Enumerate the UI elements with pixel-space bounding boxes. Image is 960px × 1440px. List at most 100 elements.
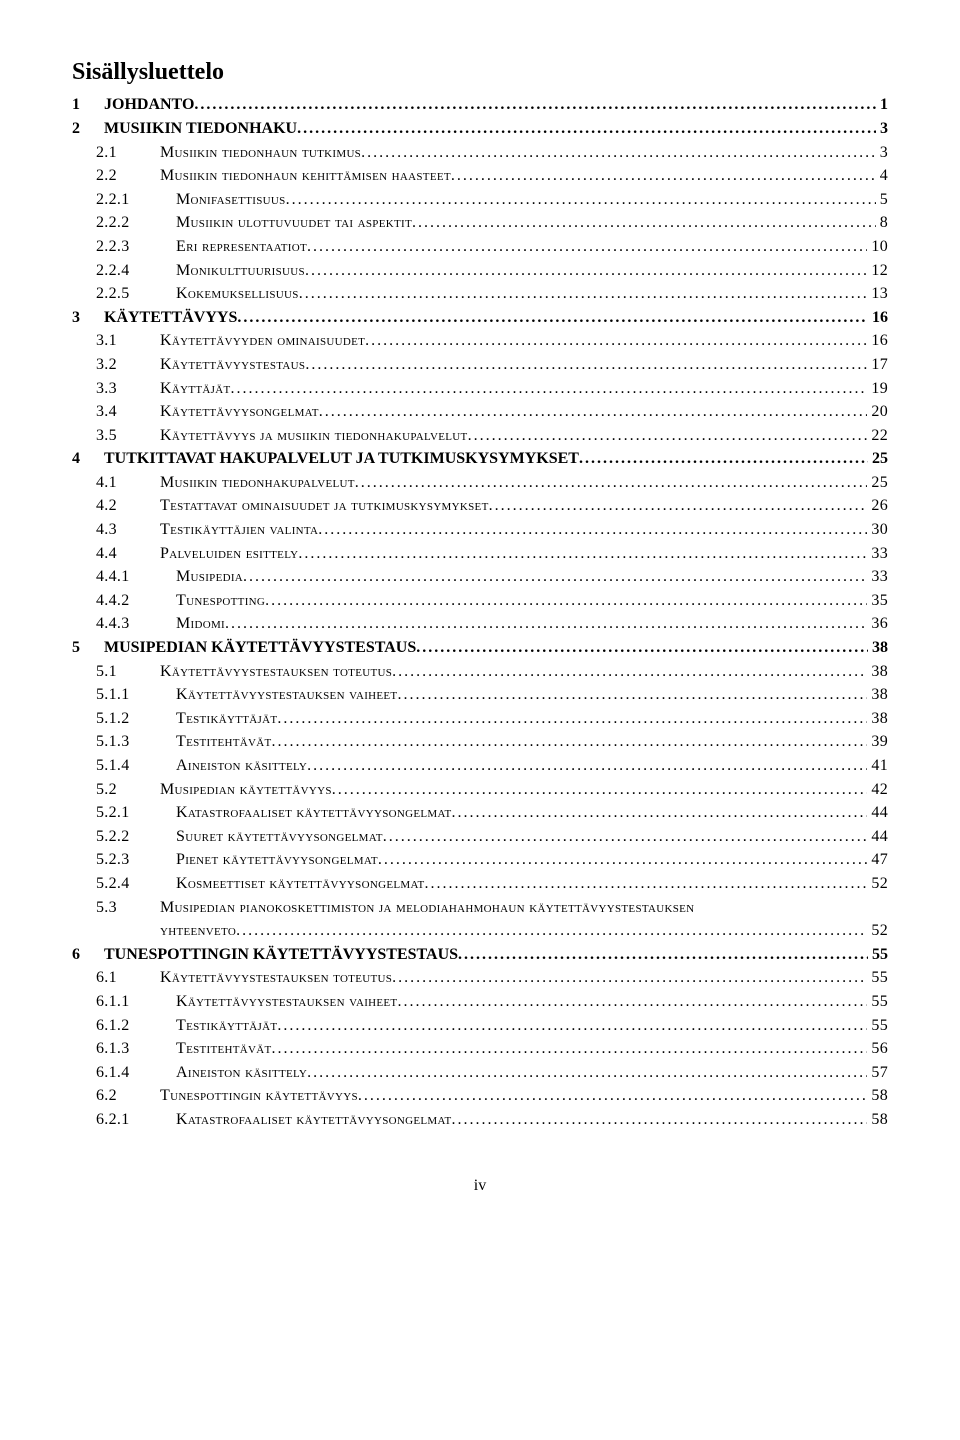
toc-number: 6.2 (72, 1085, 160, 1107)
toc-label: Testitehtävät (176, 731, 272, 753)
toc-leader-dots (332, 779, 868, 801)
toc-number: 2.2.2 (72, 212, 176, 234)
toc-number: 4.4 (72, 543, 160, 565)
toc-number: 5.2 (72, 779, 160, 801)
toc-entry: 6.2.1Katastrofaaliset käytettävyysongelm… (72, 1109, 888, 1131)
toc-entry: 5.1Käytettävyystestauksen toteutus38 (72, 661, 888, 683)
toc-number: 4.4.3 (72, 613, 176, 635)
toc-leader-dots (286, 189, 876, 211)
toc-page: 35 (867, 590, 888, 612)
toc-page: 20 (867, 401, 888, 423)
toc-leader-dots (361, 142, 876, 164)
toc-page: 3 (876, 142, 888, 164)
toc-page: 13 (867, 283, 888, 305)
toc-entry: 3.5Käytettävyys ja musiikin tiedonhakupa… (72, 425, 888, 447)
toc-number: 2.2.5 (72, 283, 176, 305)
toc-entry: 6.1.2Testikäyttäjät55 (72, 1015, 888, 1037)
toc-page: 52 (867, 873, 888, 895)
toc-label: Tunespotting (176, 590, 265, 612)
toc-page: 16 (867, 330, 888, 352)
toc-entry: 3.2Käytettävyystestaus17 (72, 354, 888, 376)
toc-entry: 5.2.2Suuret käytettävyysongelmat44 (72, 826, 888, 848)
toc-page: 5 (876, 189, 888, 211)
toc-number: 3.5 (72, 425, 160, 447)
toc-number: 6.1.3 (72, 1038, 176, 1060)
toc-number: 5.1.2 (72, 708, 176, 730)
toc-page: 26 (867, 495, 888, 517)
toc-entry: 4.3Testikäyttäjien valinta30 (72, 519, 888, 541)
toc-leader-dots (272, 731, 868, 753)
toc-leader-dots (272, 1038, 868, 1060)
toc-leader-dots (355, 472, 868, 494)
toc-number: 6.1.2 (72, 1015, 176, 1037)
toc-leader-dots (425, 873, 868, 895)
toc-label: Palveluiden esittely (160, 543, 298, 565)
toc-page: 38 (867, 684, 888, 706)
toc-entry: 4.4.3Midomi36 (72, 613, 888, 635)
toc-page: 8 (876, 212, 888, 234)
toc-label: Musipedia (176, 566, 243, 588)
toc-entry-continued: 5.3yhteenveto52 (72, 920, 888, 942)
toc-leader-dots (365, 330, 867, 352)
toc-leader-dots (307, 755, 867, 777)
toc-entry: 5.2.4Kosmeettiset käytettävyysongelmat52 (72, 873, 888, 895)
toc-page: 56 (867, 1038, 888, 1060)
toc-entry: 3.1Käytettävyyden ominaisuudet 16 (72, 330, 888, 352)
toc-entry: 2.2.3Eri representaatiot10 (72, 236, 888, 258)
toc-leader-dots (243, 566, 867, 588)
toc-entry: 2.2.5Kokemuksellisuus13 (72, 283, 888, 305)
toc-page: 42 (867, 779, 888, 801)
toc-page: 55 (867, 991, 888, 1013)
toc-label: Pienet käytettävyysongelmat (176, 849, 378, 871)
toc-page: 25 (868, 448, 888, 470)
toc-number: 4.3 (72, 519, 160, 541)
toc-entry: 5.1.3Testitehtävät39 (72, 731, 888, 753)
toc-page: 1 (876, 94, 888, 116)
toc-label: TUTKITTAVAT HAKUPALVELUT JA TUTKIMUSKYSY… (104, 448, 579, 470)
toc-entry: 6TUNESPOTTINGIN KÄYTETTÄVYYSTESTAUS55 (72, 944, 888, 966)
toc-page: 4 (876, 165, 888, 187)
toc-entry: 5.3Musipedian pianokoskettimiston ja mel… (72, 897, 888, 919)
toc-number: 4.2 (72, 495, 160, 517)
toc-entry: 3KÄYTETTÄVYYS16 (72, 307, 888, 329)
toc-label: Aineiston käsittely (176, 755, 307, 777)
toc-label: Käytettävyystestauksen vaiheet (176, 684, 397, 706)
toc-label: Tunespottingin käytettävyys (160, 1085, 358, 1107)
toc-number: 5.2.3 (72, 849, 176, 871)
toc-number: 2.2.3 (72, 236, 176, 258)
toc-page: 47 (867, 849, 888, 871)
toc-number: 4.4.2 (72, 590, 176, 612)
toc-page: 44 (867, 826, 888, 848)
toc-number: 3.1 (72, 330, 160, 352)
toc-label: Testitehtävät (176, 1038, 272, 1060)
toc-label: Käytettävyystestaus (160, 354, 305, 376)
toc-leader-dots (237, 307, 868, 329)
toc-label: Katastrofaaliset käytettävyysongelmat (176, 802, 452, 824)
toc-page: 3 (876, 118, 888, 140)
toc-number: 3.3 (72, 378, 160, 400)
toc-page: 55 (868, 944, 888, 966)
toc-number: 1 (72, 94, 104, 116)
toc-leader-dots (452, 802, 868, 824)
toc-entry: 3.4Käytettävyysongelmat20 (72, 401, 888, 423)
toc-entry: 6.1.1Käytettävyystestauksen vaiheet 55 (72, 991, 888, 1013)
toc-leader-dots (277, 1015, 867, 1037)
toc-entry: 5.2.1Katastrofaaliset käytettävyysongelm… (72, 802, 888, 824)
toc-label: Aineiston käsittely (176, 1062, 307, 1084)
toc-page: 41 (867, 755, 888, 777)
toc-label: Käytettävyystestauksen vaiheet (176, 991, 397, 1013)
toc-page: 58 (867, 1085, 888, 1107)
toc-label: Käytettävyyden ominaisuudet (160, 330, 365, 352)
toc-leader-dots (305, 260, 867, 282)
toc-number: 2.2.1 (72, 189, 176, 211)
page-number: iv (72, 1175, 888, 1197)
toc-label: Testattavat ominaisuudet ja tutkimuskysy… (160, 495, 489, 517)
toc-leader-dots (277, 708, 867, 730)
toc-number: 6.1.1 (72, 991, 176, 1013)
toc-leader-dots (358, 1085, 868, 1107)
toc-entry: 1JOHDANTO1 (72, 94, 888, 116)
toc-entry: 2.1Musiikin tiedonhaun tutkimus3 (72, 142, 888, 164)
toc-number: 5.2.1 (72, 802, 176, 824)
toc-leader-dots (225, 613, 867, 635)
toc-label: MUSIIKIN TIEDONHAKU (104, 118, 297, 140)
